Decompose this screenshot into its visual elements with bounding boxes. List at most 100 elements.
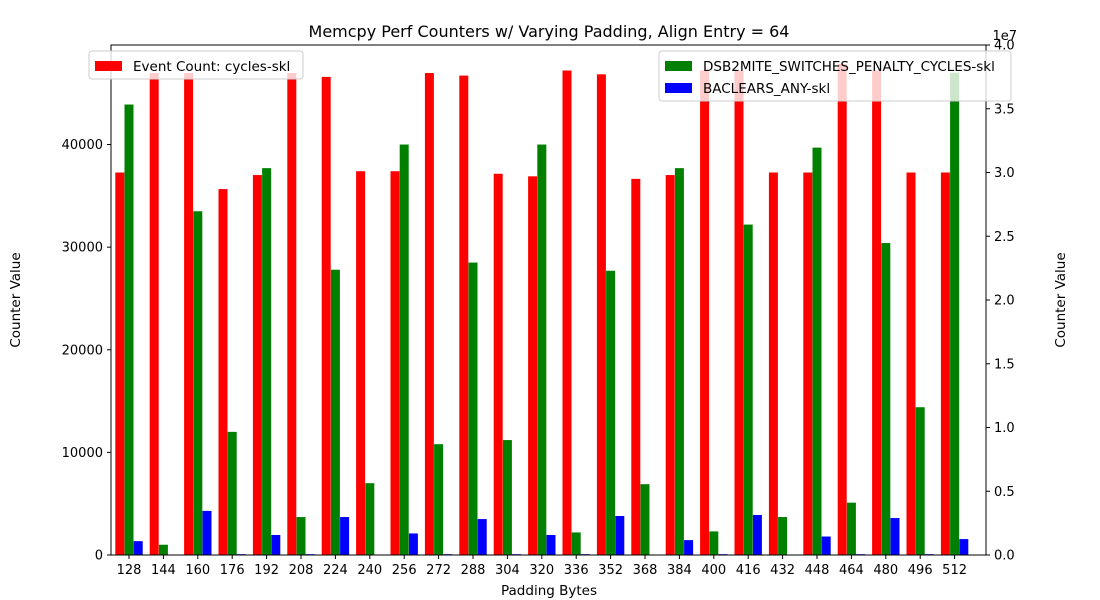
bar-1-304: [493, 173, 503, 555]
legend-swatch: [665, 61, 692, 71]
bar-2-384: [674, 168, 684, 555]
x-tick-label: 208: [289, 563, 314, 578]
bar-3-192: [271, 534, 281, 555]
x-tick-label: 128: [117, 563, 142, 578]
bar-2-256: [399, 144, 409, 556]
bar-3-256: [408, 533, 418, 555]
bar-3-512: [959, 539, 969, 555]
right-tick-label: 3.0: [994, 166, 1015, 181]
x-tick-label: 288: [461, 563, 486, 578]
x-tick-label: 336: [564, 563, 589, 578]
x-tick-label: 448: [805, 563, 830, 578]
bar-2-320: [537, 144, 547, 556]
bar-1-432: [768, 172, 778, 555]
bar-2-304: [502, 440, 512, 555]
x-tick-label: 368: [633, 563, 658, 578]
bar-2-336: [571, 532, 581, 555]
legend-swatch: [665, 83, 692, 93]
legend-box: [658, 50, 1012, 102]
right-tick-label: 3.5: [994, 102, 1015, 117]
right-tick-label: 0.5: [994, 485, 1015, 500]
bar-3-224: [340, 517, 350, 555]
bar-2-416: [743, 224, 753, 555]
bar-1-400: [700, 70, 710, 555]
bars-layer: [115, 64, 969, 556]
bar-2-144: [158, 544, 168, 555]
right-tick-label: 0.0: [994, 549, 1015, 564]
bar-1-368: [631, 178, 641, 556]
bar-3-288: [477, 519, 487, 555]
x-tick-label: 240: [357, 563, 382, 578]
x-tick-label: 192: [254, 563, 279, 578]
x-tick-label: 320: [529, 563, 554, 578]
bar-3-160: [202, 510, 212, 555]
legend-box: [88, 50, 304, 80]
x-tick-label: 144: [151, 563, 176, 578]
bar-3-320: [546, 534, 556, 555]
bar-3-416: [752, 514, 762, 555]
bar-1-144: [149, 73, 159, 556]
left-tick-label: 10000: [62, 446, 103, 461]
bar-3-384: [684, 540, 694, 555]
legend-swatch: [95, 61, 122, 71]
bar-1-480: [872, 70, 882, 555]
bar-1-128: [115, 172, 125, 555]
right-tick-label: 1.5: [994, 357, 1015, 372]
x-tick-label: 480: [873, 563, 898, 578]
x-tick-label: 352: [598, 563, 623, 578]
y-axis-label-right: Counter Value: [1053, 252, 1069, 347]
x-tick-label: 400: [701, 563, 726, 578]
bar-2-208: [296, 517, 306, 555]
bar-2-240: [365, 483, 375, 555]
bar-1-512: [940, 172, 950, 555]
x-tick-label: 416: [736, 563, 761, 578]
bar-1-224: [321, 76, 331, 556]
bar-1-272: [424, 73, 434, 556]
left-tick-label: 30000: [62, 241, 103, 256]
x-tick-label: 256: [392, 563, 417, 578]
bar-1-416: [734, 70, 744, 555]
bar-2-480: [881, 243, 891, 556]
bar-2-448: [812, 147, 822, 555]
x-tick-label: 384: [667, 563, 692, 578]
bar-1-288: [459, 75, 469, 555]
left-tick-label: 0: [95, 549, 103, 564]
right-tick-label: 2.5: [994, 230, 1015, 245]
bar-1-336: [562, 70, 572, 555]
bar-1-176: [218, 189, 228, 555]
bar-1-256: [390, 171, 400, 556]
bar-2-464: [846, 502, 856, 555]
legend-label: BACLEARS_ANY-skl: [703, 81, 830, 97]
bar-2-288: [468, 262, 478, 555]
bar-2-224: [330, 269, 340, 555]
x-tick-label: 272: [426, 563, 451, 578]
bar-2-432: [778, 517, 788, 555]
legend-layer: Event Count: cycles-skl DSB2MITE_SWITCHES…: [88, 50, 1012, 102]
bar-1-192: [252, 175, 262, 556]
bar-1-464: [837, 64, 847, 556]
bar-2-192: [262, 168, 272, 555]
bar-2-368: [640, 484, 650, 555]
bar-1-352: [596, 74, 606, 555]
x-tick-label: 160: [185, 563, 210, 578]
bar-2-272: [434, 444, 444, 555]
x-tick-label: 304: [495, 563, 520, 578]
bar-3-448: [821, 536, 831, 555]
right-tick-label: 2.0: [994, 294, 1015, 309]
right-tick-label: 1.0: [994, 421, 1015, 436]
bar-3-352: [615, 516, 625, 555]
bar-2-352: [606, 270, 616, 555]
bar-2-400: [709, 531, 719, 555]
x-tick-label: 224: [323, 563, 348, 578]
bar-1-496: [906, 172, 916, 555]
chart-title: Memcpy Perf Counters w/ Varying Padding,…: [309, 22, 790, 41]
x-axis-label: Padding Bytes: [501, 583, 597, 599]
legend-label: Event Count: cycles-skl: [133, 59, 290, 75]
bar-3-480: [890, 518, 900, 555]
bar-2-176: [227, 431, 237, 555]
x-tick-label: 432: [770, 563, 795, 578]
right-tick-label: 4.0: [994, 39, 1015, 54]
bar-2-512: [950, 72, 960, 556]
bar-3-128: [133, 541, 143, 555]
legend-label: DSB2MITE_SWITCHES_PENALTY_CYCLES-skl: [703, 59, 995, 75]
